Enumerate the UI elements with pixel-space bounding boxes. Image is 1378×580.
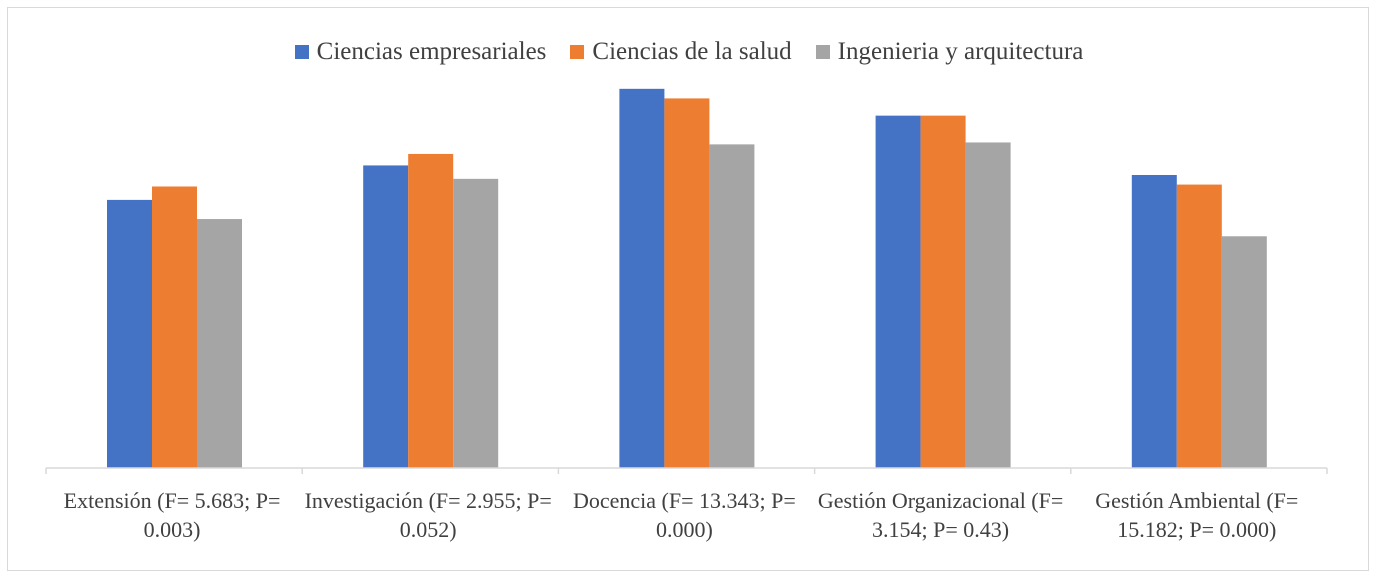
- chart-legend: Ciencias empresariales Ciencias de la sal…: [0, 38, 1378, 66]
- bar: [875, 115, 921, 468]
- legend-swatch: [815, 45, 830, 59]
- bar: [709, 144, 755, 469]
- bar: [1131, 175, 1177, 468]
- bar: [152, 186, 197, 468]
- legend-label: Ciencias de la salud: [592, 38, 792, 65]
- legend-swatch: [294, 45, 309, 59]
- x-tick-label: Gestión Organizacional (F= 3.154; P= 0.4…: [817, 488, 1064, 542]
- legend-item: Ingenieria y arquitectura: [815, 38, 1084, 66]
- bar: [1221, 236, 1267, 468]
- bar: [363, 165, 409, 468]
- bar: [408, 153, 454, 468]
- bar: [107, 199, 152, 468]
- bar: [1176, 184, 1222, 468]
- bar: [197, 219, 242, 468]
- bar: [453, 178, 499, 468]
- x-tick-label: Docencia (F= 13.343; P= 0.000): [572, 488, 796, 542]
- legend-swatch: [570, 45, 585, 59]
- legend-label: Ingenieria y arquitectura: [837, 38, 1084, 65]
- bar: [619, 88, 665, 468]
- bar: [664, 98, 710, 468]
- bar: [965, 142, 1011, 468]
- x-tick-label: Extensión (F= 5.683; P= 0.003): [63, 488, 281, 542]
- legend-item: Ciencias de la salud: [570, 38, 792, 66]
- x-tick-label: Investigación (F= 2.955; P= 0.052): [304, 488, 552, 542]
- legend-item: Ciencias empresariales: [294, 38, 547, 66]
- bar: [920, 115, 966, 468]
- x-tick-label: Gestión Ambiental (F= 15.182; P= 0.000): [1095, 488, 1299, 542]
- legend-label: Ciencias empresariales: [316, 38, 547, 65]
